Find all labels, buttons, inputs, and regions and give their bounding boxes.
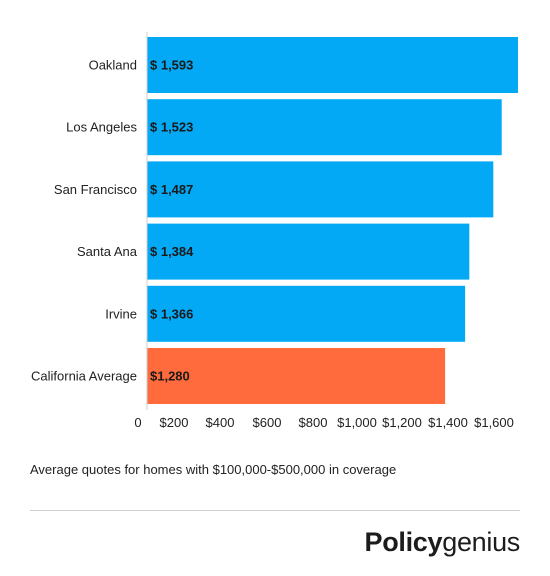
value-label: $ 1,593 (150, 58, 193, 73)
bar (147, 223, 470, 280)
bar (147, 161, 494, 218)
category-label: San Francisco (54, 182, 137, 197)
policygenius-logo: Policygenius (364, 527, 520, 558)
category-label: California Average (31, 369, 137, 384)
category-label: Santa Ana (77, 244, 138, 259)
x-tick-label: 0 (134, 415, 141, 430)
bar (147, 285, 466, 342)
category-label: Oakland (89, 58, 137, 73)
x-tick-label: $1,200 (382, 415, 422, 430)
value-label: $ 1,487 (150, 182, 193, 197)
bar (147, 99, 502, 156)
logo-text-light: genius (442, 527, 520, 557)
x-tick-label: $1,600 (474, 415, 514, 430)
bar (147, 37, 518, 93)
value-label: $ 1,384 (150, 244, 194, 259)
x-tick-label: $200 (160, 415, 189, 430)
bar-chart: Oakland $ 1,593 Los Angeles $ 1,523 San Fran… (31, 32, 518, 430)
x-tick-label: $800 (299, 415, 328, 430)
x-tick-label: $600 (253, 415, 282, 430)
category-label: Irvine (105, 306, 137, 321)
x-tick-label: $400 (206, 415, 235, 430)
value-label: $1,280 (150, 369, 190, 384)
value-label: $ 1,366 (150, 306, 193, 321)
x-tick-label: $1,400 (428, 415, 468, 430)
x-tick-label: $1,000 (337, 415, 377, 430)
category-label: Los Angeles (66, 120, 137, 135)
divider (30, 510, 520, 511)
bar (147, 348, 446, 404)
value-label: $ 1,523 (150, 120, 193, 135)
chart-caption: Average quotes for homes with $100,000-$… (30, 462, 397, 477)
logo-text-bold: Policy (364, 527, 443, 557)
chart-svg: Oakland $ 1,593 Los Angeles $ 1,523 San Fran… (31, 32, 518, 430)
